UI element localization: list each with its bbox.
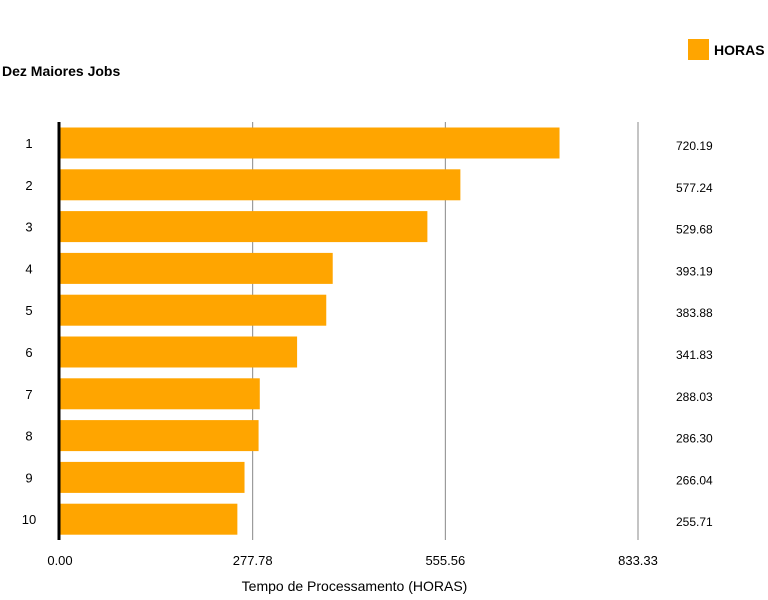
value-label: 720.19 [676,139,713,153]
category-label: 8 [25,429,32,444]
value-label: 341.83 [676,348,713,362]
bar [60,127,560,159]
category-label: 5 [25,303,32,318]
bar [60,378,260,410]
legend-label: HORAS [714,41,765,58]
bar [60,252,333,284]
value-label: 255.71 [676,515,713,529]
category-label: 3 [25,220,32,235]
value-labels: 720.19 577.24 529.68 393.19 383.88 341.83 288.… [676,139,713,529]
x-axis-title: Tempo de Processamento (HORAS) [242,578,468,594]
category-label: 2 [25,178,32,193]
legend: HORAS [688,39,765,60]
category-label: 7 [25,387,32,402]
bars [60,127,560,535]
bar [60,211,428,243]
value-label: 577.24 [676,181,713,195]
bar [60,294,327,326]
value-label: 383.88 [676,306,713,320]
legend-swatch [688,39,709,60]
bar [60,169,461,201]
category-label: 1 [25,136,32,151]
category-label: 9 [25,470,32,485]
x-tick-label: 277.78 [233,553,273,568]
x-tick-labels: 0.00 277.78 555.56 833.33 [47,553,658,568]
chart-title: Dez Maiores Jobs [2,63,121,79]
category-label: 4 [25,261,32,276]
category-label: 6 [25,345,32,360]
x-tick-label: 833.33 [618,553,658,568]
bar [60,461,245,493]
value-label: 529.68 [676,223,713,237]
bar [60,336,298,368]
category-label: 10 [22,512,36,527]
x-tick-label: 555.56 [425,553,465,568]
value-label: 286.30 [676,432,713,446]
x-tick-label: 0.00 [47,553,72,568]
value-label: 288.03 [676,390,713,404]
value-label: 393.19 [676,264,713,278]
category-labels: 1 2 3 4 5 6 7 8 9 10 [22,136,36,527]
bar [60,503,238,535]
bar [60,420,259,452]
value-label: 266.04 [676,473,713,487]
